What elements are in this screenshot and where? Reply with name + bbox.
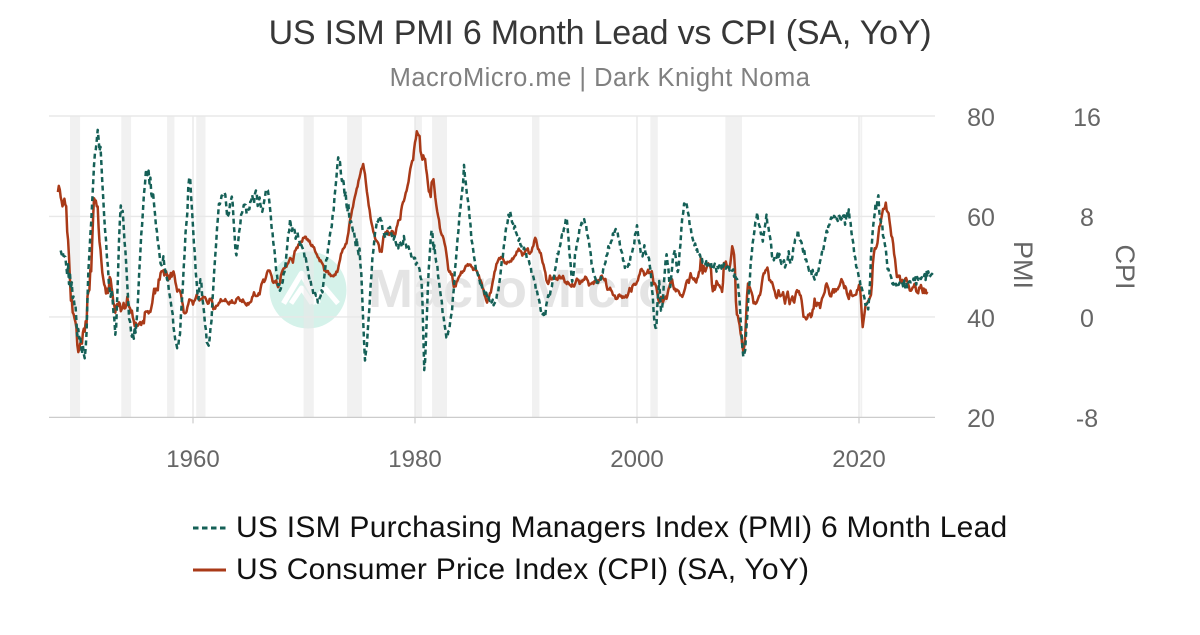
svg-text:US Consumer Price Index (CPI): US Consumer Price Index (CPI) (SA, YoY) [236, 553, 809, 586]
svg-text:2020: 2020 [832, 446, 885, 473]
svg-text:PMI: PMI [1008, 241, 1038, 289]
svg-text:80: 80 [967, 104, 995, 132]
svg-text:MacroMicro.me | Dark Knight No: MacroMicro.me | Dark Knight Noma [390, 64, 811, 92]
svg-text:2000: 2000 [610, 446, 663, 473]
svg-text:20: 20 [967, 405, 995, 433]
svg-text:0: 0 [1080, 305, 1094, 333]
svg-text:1960: 1960 [166, 446, 219, 473]
svg-text:40: 40 [967, 305, 995, 333]
svg-text:16: 16 [1073, 104, 1101, 132]
svg-text:US ISM Purchasing Managers Ind: US ISM Purchasing Managers Index (PMI) 6… [236, 511, 1007, 544]
svg-text:8: 8 [1080, 204, 1094, 232]
svg-text:CPI: CPI [1110, 244, 1140, 289]
svg-text:-8: -8 [1076, 405, 1098, 433]
svg-text:60: 60 [967, 204, 995, 232]
svg-text:1980: 1980 [388, 446, 441, 473]
svg-text:US ISM PMI 6 Month Lead vs CPI: US ISM PMI 6 Month Lead vs CPI (SA, YoY) [269, 14, 932, 52]
